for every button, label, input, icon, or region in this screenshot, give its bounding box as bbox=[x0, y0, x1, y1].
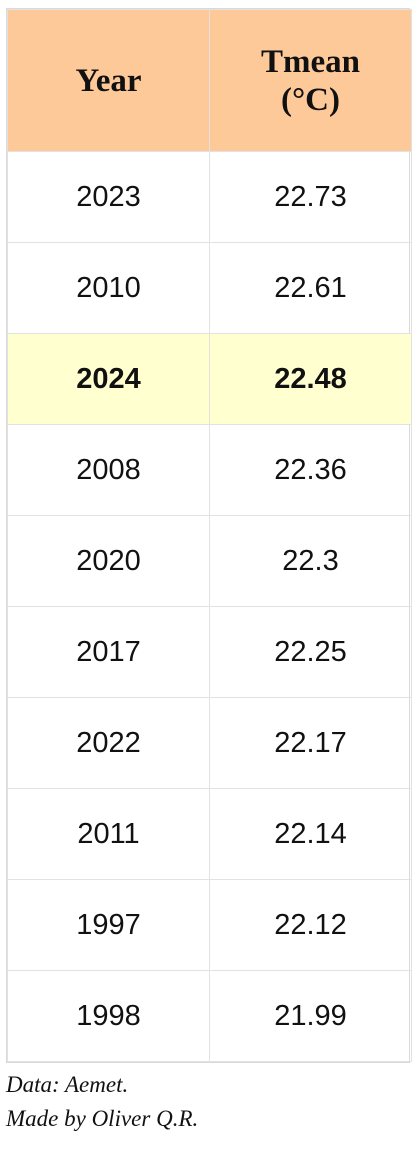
temperature-table: Year Tmean (°C) 2023 22.73 2010 22.61 20… bbox=[7, 9, 412, 1062]
tmean-header-unit: (°C) bbox=[280, 81, 340, 118]
table-row: 2020 22.3 bbox=[7, 515, 412, 607]
table-row: 2023 22.73 bbox=[7, 151, 412, 243]
tmean-cell: 22.73 bbox=[209, 151, 412, 243]
tmean-cell: 22.12 bbox=[209, 879, 412, 971]
author-credit: Made by Oliver Q.R. bbox=[6, 1106, 199, 1131]
tmean-cell: 22.48 bbox=[209, 333, 412, 425]
table-row: 1998 21.99 bbox=[7, 970, 412, 1062]
year-cell: 1998 bbox=[7, 970, 210, 1062]
tmean-cell: 22.61 bbox=[209, 242, 412, 334]
year-cell: 1997 bbox=[7, 879, 210, 971]
tmean-cell: 21.99 bbox=[209, 970, 412, 1062]
tmean-cell: 22.25 bbox=[209, 606, 412, 698]
year-cell: 2008 bbox=[7, 424, 210, 516]
year-header: Year bbox=[7, 9, 210, 152]
tmean-cell: 22.36 bbox=[209, 424, 412, 516]
data-source: Data: Aemet. bbox=[6, 1072, 129, 1097]
year-cell: 2020 bbox=[7, 515, 210, 607]
table-row: 2022 22.17 bbox=[7, 697, 412, 789]
year-cell: 2022 bbox=[7, 697, 210, 789]
ranking-table: Year Tmean (°C) 2023 22.73 2010 22.61 20… bbox=[6, 8, 412, 1063]
year-cell: 2017 bbox=[7, 606, 210, 698]
year-cell: 2011 bbox=[7, 788, 210, 880]
year-cell: 2024 bbox=[7, 333, 210, 425]
tmean-cell: 22.3 bbox=[209, 515, 412, 607]
table-row: 2008 22.36 bbox=[7, 424, 412, 516]
table-row: 2010 22.61 bbox=[7, 242, 412, 334]
year-cell: 2023 bbox=[7, 151, 210, 243]
tmean-cell: 22.17 bbox=[209, 697, 412, 789]
tmean-header-label: Tmean bbox=[261, 43, 360, 80]
tmean-cell: 22.14 bbox=[209, 788, 412, 880]
table-row: 1997 22.12 bbox=[7, 879, 412, 971]
table-row: 2017 22.25 bbox=[7, 606, 412, 698]
tmean-header: Tmean (°C) bbox=[209, 9, 412, 152]
table-row: 2011 22.14 bbox=[7, 788, 412, 880]
header-row: Year Tmean (°C) bbox=[7, 9, 412, 152]
year-cell: 2010 bbox=[7, 242, 210, 334]
table-row-highlighted: 2024 22.48 bbox=[7, 333, 412, 425]
footer-note: Data: Aemet. Made by Oliver Q.R. bbox=[6, 1068, 198, 1136]
